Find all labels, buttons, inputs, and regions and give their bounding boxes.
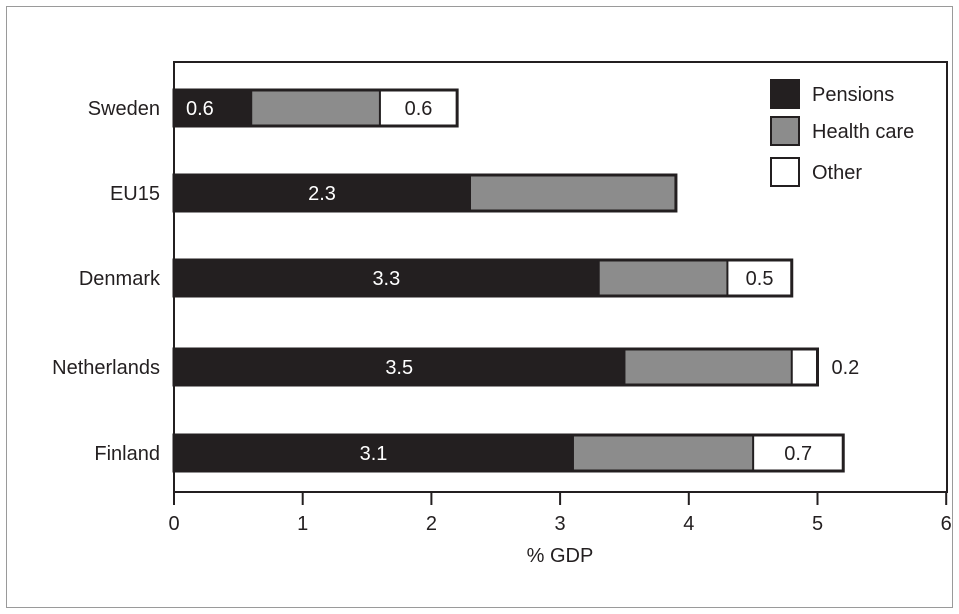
legend-swatch-health-care [770, 116, 800, 146]
bar-outline-netherlands [172, 347, 819, 387]
legend-swatch-other [770, 157, 800, 187]
bar-sweden-health-care [251, 90, 380, 126]
x-tick-label-1: 1 [297, 513, 308, 535]
category-label-denmark: Denmark [79, 268, 161, 290]
category-axis-labels: Sweden EU15 Denmark Netherlands Finland [52, 98, 161, 465]
bar-finland-other [753, 435, 844, 471]
figure-border [6, 6, 953, 608]
bar-eu15-health-care [470, 175, 676, 211]
x-tick-label-3: 3 [555, 513, 566, 535]
data-label-finland-other: 0.7 [784, 443, 812, 465]
category-label-eu15: EU15 [110, 183, 160, 205]
legend-label-pensions: Pensions [812, 84, 894, 106]
bar-labels-layer: 0.6 0.6 2.3 3.3 0.5 3.5 0.2 3.1 0.7 [186, 98, 859, 465]
x-tick-label-2: 2 [426, 513, 437, 535]
category-label-netherlands: Netherlands [52, 357, 160, 379]
data-label-denmark-other: 0.5 [746, 268, 774, 290]
data-label-finland-pensions: 3.1 [360, 443, 388, 465]
bar-denmark-pensions [174, 260, 599, 296]
data-label-netherlands-pensions: 3.5 [385, 357, 413, 379]
bar-outline-sweden [172, 88, 459, 128]
x-axis-ticks: 0 1 2 3 4 5 6 [168, 492, 952, 535]
legend-label-health-care: Health care [812, 121, 914, 143]
bar-denmark-health-care [598, 260, 728, 296]
bar-outline-eu15 [172, 173, 678, 213]
legend-label-other: Other [812, 162, 862, 184]
legend: Pensions Health care Other [770, 79, 914, 187]
bar-eu15-pensions [174, 175, 471, 211]
legend-swatch-pensions [770, 79, 800, 109]
data-label-netherlands-other: 0.2 [832, 357, 860, 379]
bar-netherlands-other [791, 349, 818, 385]
bar-sweden-pensions [174, 90, 252, 126]
bar-netherlands-health-care [624, 349, 792, 385]
category-label-sweden: Sweden [88, 98, 160, 120]
category-label-finland: Finland [94, 443, 160, 465]
bar-denmark-other [727, 260, 792, 296]
data-label-eu15-pensions: 2.3 [308, 183, 336, 205]
data-label-denmark-pensions: 3.3 [372, 268, 400, 290]
x-tick-label-0: 0 [168, 513, 179, 535]
bar-finland-pensions [174, 435, 573, 471]
x-tick-label-4: 4 [683, 513, 694, 535]
bar-netherlands-pensions [174, 349, 625, 385]
bar-outline-denmark [172, 258, 794, 298]
bars-layer [172, 88, 845, 473]
x-axis-title: % GDP [527, 545, 594, 567]
x-tick-label-5: 5 [812, 513, 823, 535]
bar-outline-finland [172, 433, 845, 473]
bar-sweden-other [379, 90, 458, 126]
x-tick-label-6: 6 [941, 513, 952, 535]
data-label-sweden-other: 0.6 [405, 98, 433, 120]
data-label-sweden-pensions: 0.6 [186, 98, 214, 120]
bar-finland-health-care [572, 435, 754, 471]
